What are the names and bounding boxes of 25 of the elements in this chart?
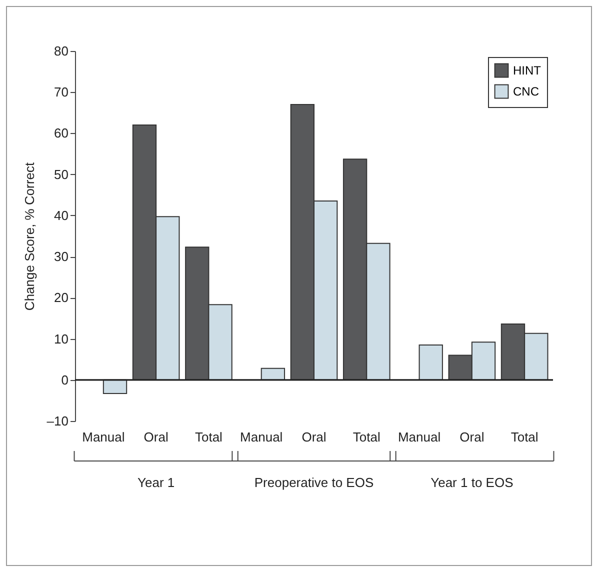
y-tick-label: 10 bbox=[54, 331, 68, 346]
x-tick-label: Total bbox=[194, 430, 223, 444]
y-tick-label: 70 bbox=[54, 84, 68, 100]
y-tick-label: 30 bbox=[54, 249, 68, 264]
x-tick-label: Manual bbox=[240, 430, 283, 444]
x-tick-label: Oral bbox=[144, 430, 168, 444]
x-tick-label: Manual bbox=[398, 430, 441, 444]
x-tick-label: Manual bbox=[82, 430, 125, 444]
x-tick-label: Total bbox=[510, 430, 538, 444]
text: Year 1 to EOS bbox=[430, 475, 514, 490]
y-tick-label: 50 bbox=[54, 166, 68, 182]
text: Preoperative to EOS bbox=[254, 475, 374, 490]
x-tick-label: Oral bbox=[460, 430, 484, 444]
y-tick-label: –10 bbox=[46, 414, 68, 428]
legend-label: CNC bbox=[513, 84, 540, 98]
x-tick-label: Total bbox=[352, 430, 380, 444]
y-axis-title: Change Score, % Correct bbox=[22, 162, 37, 311]
y-tick-label: 40 bbox=[54, 208, 68, 223]
legend-label: HINT bbox=[513, 64, 542, 78]
y-tick-label: 60 bbox=[54, 126, 68, 141]
text: Year 1 bbox=[138, 475, 175, 490]
y-tick-label: 0 bbox=[61, 372, 68, 388]
x-tick-label: Oral bbox=[302, 430, 326, 444]
y-tick-label: 20 bbox=[54, 290, 68, 306]
y-tick-label: 80 bbox=[54, 44, 68, 58]
